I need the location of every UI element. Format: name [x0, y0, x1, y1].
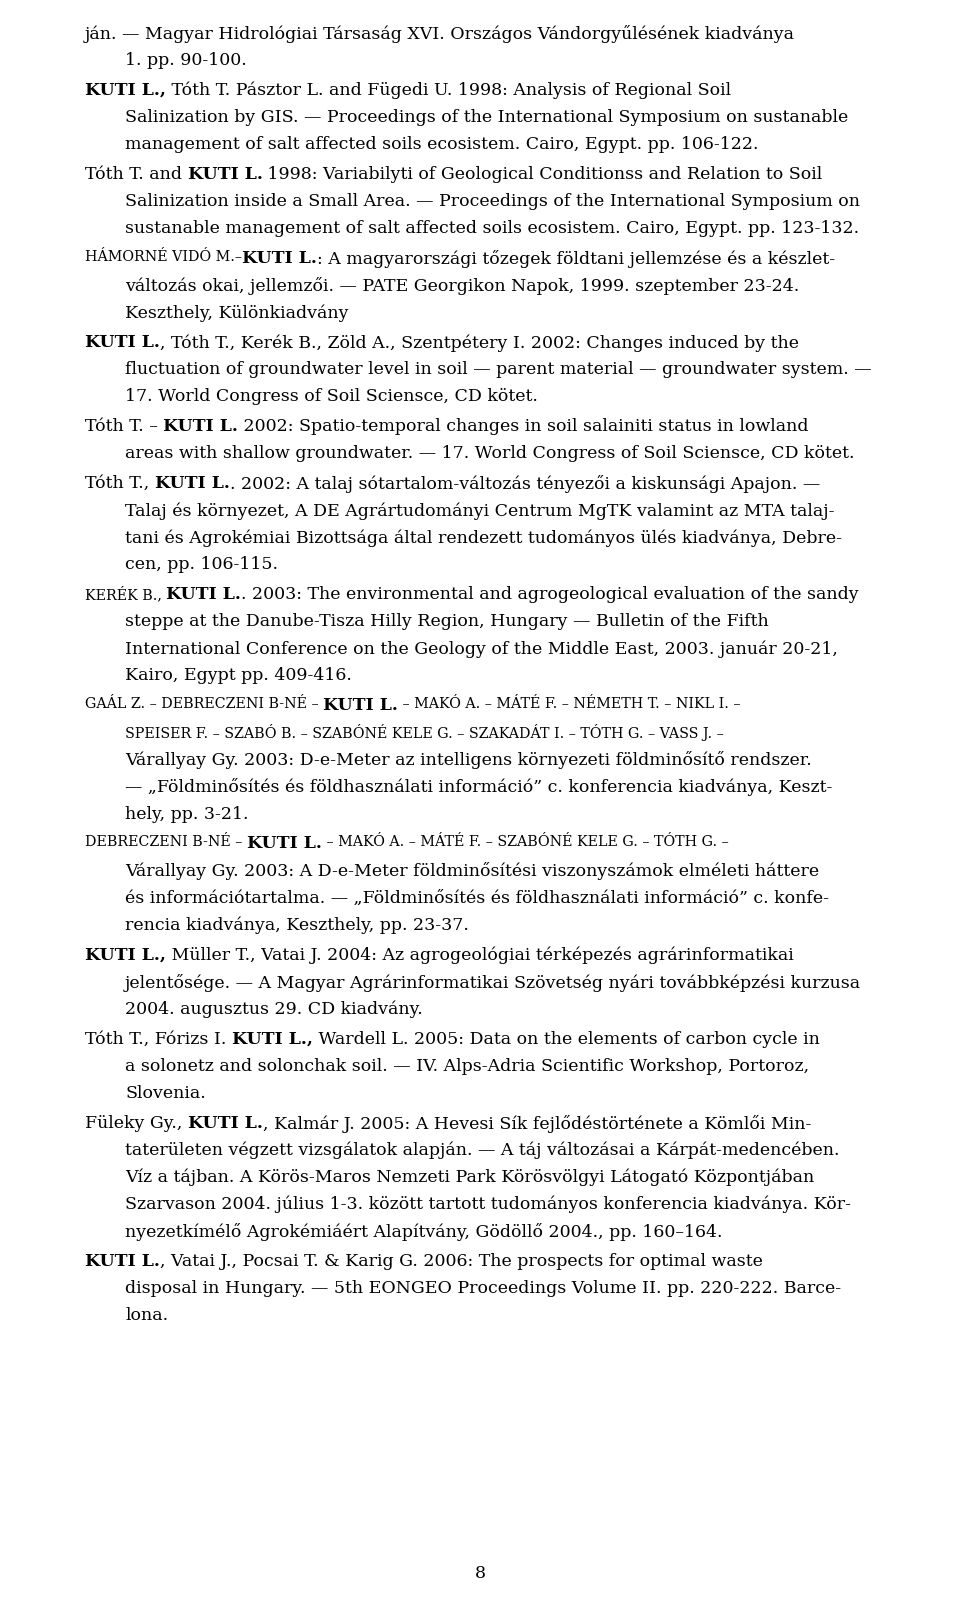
Text: Talaj és környezet, A DE Agrártudományi Centrum MgTK valamint az MTA talaj-: Talaj és környezet, A DE Agrártudományi … — [125, 503, 834, 519]
Text: — „Földminősítés és földhasználati információ” c. konferencia kiadványa, Keszt-: — „Földminősítés és földhasználati infor… — [125, 778, 832, 797]
Text: . 2003: The environmental and agrogeological evaluation of the sandy: . 2003: The environmental and agrogeolog… — [241, 585, 859, 603]
Text: International Conference on the Geology of the Middle East, 2003. január 20-21,: International Conference on the Geology … — [125, 640, 838, 658]
Text: KUTI L.: KUTI L. — [163, 419, 238, 435]
Text: nyezetkímélő Agrokémiáért Alapítvány, Gödöllő 2004., pp. 160–164.: nyezetkímélő Agrokémiáért Alapítvány, Gö… — [125, 1222, 723, 1240]
Text: Tóth T. Pásztor L. and Fügedi U. 1998: Analysis of Regional Soil: Tóth T. Pásztor L. and Fügedi U. 1998: A… — [166, 82, 732, 99]
Text: KUTI L.: KUTI L. — [242, 251, 317, 267]
Text: 2004. augusztus 29. CD kiadvány.: 2004. augusztus 29. CD kiadvány. — [125, 1001, 422, 1019]
Text: – MAKÓ A. – MÁTÉ F. – SZABÓNÉ KELE G. – TÓTH G. –: – MAKÓ A. – MÁTÉ F. – SZABÓNÉ KELE G. – … — [322, 836, 729, 849]
Text: Tóth T. –: Tóth T. – — [85, 419, 163, 435]
Text: Várallyay Gy. 2003: A D-e-Meter földminősítési viszonyszámok elméleti háttere: Várallyay Gy. 2003: A D-e-Meter földminő… — [125, 862, 819, 881]
Text: KUTI L.,: KUTI L., — [85, 946, 166, 964]
Text: KUTI L.: KUTI L. — [188, 1114, 263, 1132]
Text: management of salt affected soils ecosistem. Cairo, Egypt. pp. 106-122.: management of salt affected soils ecosis… — [125, 136, 758, 154]
Text: Tóth T., Fórizs I.: Tóth T., Fórizs I. — [85, 1030, 232, 1048]
Text: 2002: Spatio-temporal changes in soil salainiti status in lowland: 2002: Spatio-temporal changes in soil sa… — [238, 419, 808, 435]
Text: 8: 8 — [474, 1565, 486, 1581]
Text: KUTI L.: KUTI L. — [247, 836, 322, 852]
Text: , Vatai J., Pocsai T. & Karig G. 2006: The prospects for optimal waste: , Vatai J., Pocsai T. & Karig G. 2006: T… — [160, 1253, 763, 1269]
Text: Szarvason 2004. július 1-3. között tartott tudományos konferencia kiadványa. Kör: Szarvason 2004. július 1-3. között tarto… — [125, 1197, 851, 1213]
Text: lona.: lona. — [125, 1307, 168, 1324]
Text: fluctuation of groundwater level in soil — parent material — groundwater system.: fluctuation of groundwater level in soil… — [125, 361, 872, 378]
Text: 1. pp. 90-100.: 1. pp. 90-100. — [125, 52, 247, 70]
Text: , Tóth T., Kerék B., Zöld A., Szentpétery I. 2002: Changes induced by the: , Tóth T., Kerék B., Zöld A., Szentpéter… — [160, 335, 799, 351]
Text: Slovenia.: Slovenia. — [125, 1085, 205, 1101]
Text: Müller T., Vatai J. 2004: Az agrogeológiai térképezés agrárinformatikai: Müller T., Vatai J. 2004: Az agrogeológi… — [166, 946, 794, 964]
Text: KUTI L.: KUTI L. — [85, 1253, 160, 1269]
Text: Füleky Gy.,: Füleky Gy., — [85, 1114, 188, 1132]
Text: és információtartalma. — „Földminősítés és földhasználati információ” c. konfe-: és információtartalma. — „Földminősítés … — [125, 889, 829, 907]
Text: cen, pp. 106-115.: cen, pp. 106-115. — [125, 556, 278, 574]
Text: Salinization by GIS. — Proceedings of the International Symposium on sustanable: Salinization by GIS. — Proceedings of th… — [125, 108, 849, 126]
Text: disposal in Hungary. — 5th EONGEO Proceedings Volume II. pp. 220-222. Barce-: disposal in Hungary. — 5th EONGEO Procee… — [125, 1281, 841, 1297]
Text: KERÉK B.,: KERÉK B., — [85, 585, 166, 602]
Text: steppe at the Danube-Tisza Hilly Region, Hungary — Bulletin of the Fifth: steppe at the Danube-Tisza Hilly Region,… — [125, 613, 769, 631]
Text: 17. World Congress of Soil Sciensce, CD kötet.: 17. World Congress of Soil Sciensce, CD … — [125, 388, 538, 406]
Text: : A magyarországi tőzegek földtani jellemzése és a készlet-: : A magyarországi tőzegek földtani jelle… — [317, 251, 835, 268]
Text: KUTI L.,: KUTI L., — [85, 82, 166, 99]
Text: areas with shallow groundwater. — 17. World Congress of Soil Sciensce, CD kötet.: areas with shallow groundwater. — 17. Wo… — [125, 445, 854, 462]
Text: SPEISER F. – SZABÓ B. – SZABÓNÉ KELE G. – SZAKADÁT I. – TÓTH G. – VASS J. –: SPEISER F. – SZABÓ B. – SZABÓNÉ KELE G. … — [125, 724, 724, 741]
Text: KUTI L.: KUTI L. — [155, 475, 229, 492]
Text: – MAKÓ A. – MÁTÉ F. – NÉMETH T. – NIKL I. –: – MAKÓ A. – MÁTÉ F. – NÉMETH T. – NIKL I… — [398, 697, 740, 711]
Text: rencia kiadványa, Keszthely, pp. 23-37.: rencia kiadványa, Keszthely, pp. 23-37. — [125, 917, 468, 935]
Text: KUTI L.: KUTI L. — [324, 697, 398, 715]
Text: HÁMORNÉ VIDÓ M.–: HÁMORNÉ VIDÓ M.– — [85, 251, 242, 264]
Text: a solonetz and solonchak soil. — IV. Alps-Adria Scientific Workshop, Portoroz,: a solonetz and solonchak soil. — IV. Alp… — [125, 1058, 809, 1075]
Text: taterületen végzett vizsgálatok alapján. — A táj változásai a Kárpát-medencében.: taterületen végzett vizsgálatok alapján.… — [125, 1142, 839, 1159]
Text: DEBRECZENI B-NÉ –: DEBRECZENI B-NÉ – — [85, 836, 247, 849]
Text: ján. — Magyar Hidrológiai Társaság XVI. Országos Vándorgyűlésének kiadványa: ján. — Magyar Hidrológiai Társaság XVI. … — [85, 24, 795, 44]
Text: KUTI L.: KUTI L. — [187, 167, 262, 183]
Text: sustanable management of salt affected soils ecosistem. Cairo, Egypt. pp. 123-13: sustanable management of salt affected s… — [125, 220, 859, 238]
Text: változás okai, jellemzői. — PATE Georgikon Napok, 1999. szeptember 23-24.: változás okai, jellemzői. — PATE Georgik… — [125, 277, 800, 294]
Text: Salinization inside a Small Area. — Proceedings of the International Symposium o: Salinization inside a Small Area. — Proc… — [125, 192, 860, 210]
Text: , Kalmár J. 2005: A Hevesi Sík fejlődéstörténete a Kömlői Min-: , Kalmár J. 2005: A Hevesi Sík fejlődést… — [263, 1114, 811, 1132]
Text: KUTI L.: KUTI L. — [166, 585, 241, 603]
Text: Víz a tájban. A Körös-Maros Nemzeti Park Körösvölgyi Látogató Központjában: Víz a tájban. A Körös-Maros Nemzeti Park… — [125, 1169, 814, 1187]
Text: Kairo, Egypt pp. 409-416.: Kairo, Egypt pp. 409-416. — [125, 668, 352, 684]
Text: Wardell L. 2005: Data on the elements of carbon cycle in: Wardell L. 2005: Data on the elements of… — [313, 1030, 820, 1048]
Text: KUTI L.: KUTI L. — [85, 335, 160, 351]
Text: 1998: Variabilyti of Geological Conditionss and Relation to Soil: 1998: Variabilyti of Geological Conditio… — [262, 167, 823, 183]
Text: hely, pp. 3-21.: hely, pp. 3-21. — [125, 805, 249, 823]
Text: tani és Agrokémiai Bizottsága által rendezett tudományos ülés kiadványa, Debre-: tani és Agrokémiai Bizottsága által rend… — [125, 529, 842, 547]
Text: jelentősége. — A Magyar Agrárinformatikai Szövetség nyári továbbképzési kurzusa: jelentősége. — A Magyar Agrárinformatika… — [125, 973, 861, 991]
Text: KUTI L.,: KUTI L., — [232, 1030, 313, 1048]
Text: Várallyay Gy. 2003: D-e-Meter az intelligens környezeti földminősítő rendszer.: Várallyay Gy. 2003: D-e-Meter az intelli… — [125, 752, 812, 770]
Text: . 2002: A talaj sótartalom-változás tényezői a kiskunsági Apajon. —: . 2002: A talaj sótartalom-változás tény… — [229, 475, 820, 493]
Text: Tóth T. and: Tóth T. and — [85, 167, 187, 183]
Text: GAÁL Z. – DEBRECZENI B-NÉ –: GAÁL Z. – DEBRECZENI B-NÉ – — [85, 697, 324, 711]
Text: Keszthely, Különkiadvány: Keszthely, Különkiadvány — [125, 304, 348, 322]
Text: Tóth T.,: Tóth T., — [85, 475, 155, 492]
